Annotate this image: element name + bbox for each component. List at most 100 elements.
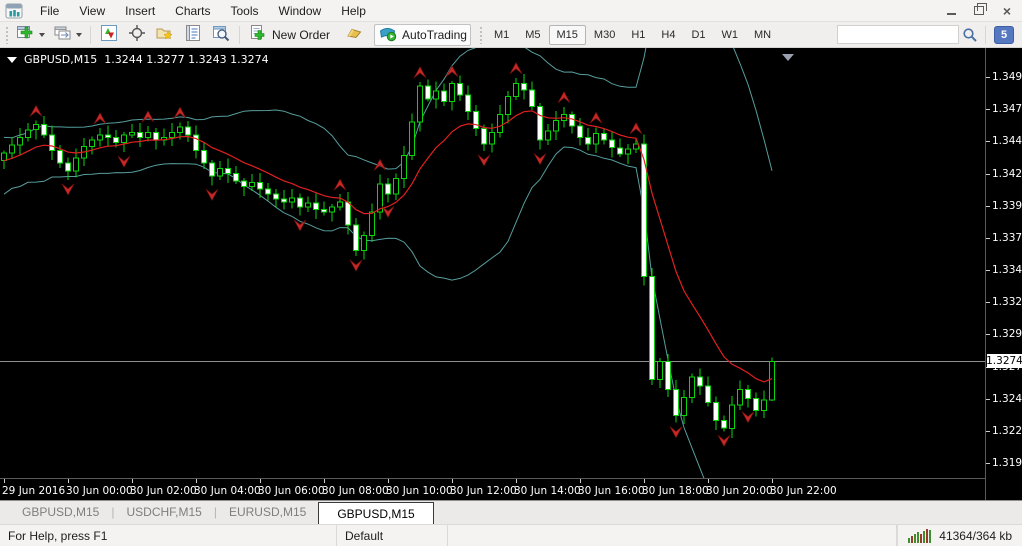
menu-tools[interactable]: Tools bbox=[230, 3, 259, 18]
time-tick bbox=[388, 479, 389, 483]
candle-body bbox=[401, 155, 407, 180]
menu-bar: File View Insert Charts Tools Window Help × bbox=[0, 0, 1022, 22]
candle-body bbox=[249, 182, 255, 187]
up-arrow-signal-icon bbox=[629, 122, 643, 135]
candle-body bbox=[545, 130, 551, 141]
templates-button[interactable] bbox=[151, 24, 179, 46]
autotrading-button[interactable]: AutoTrading bbox=[374, 23, 471, 46]
toolbar-separator bbox=[985, 25, 986, 44]
time-tick bbox=[260, 479, 261, 483]
menu-charts[interactable]: Charts bbox=[175, 3, 211, 18]
tab-separator: | bbox=[213, 505, 217, 519]
up-arrow-signal-icon bbox=[29, 104, 43, 117]
down-arrow-signal-icon bbox=[349, 259, 363, 272]
toolbar-separator bbox=[90, 25, 91, 44]
timeframe-w1-button[interactable]: W1 bbox=[714, 25, 747, 45]
profiles-button[interactable] bbox=[49, 24, 86, 46]
menu-view[interactable]: View bbox=[79, 3, 106, 18]
timeframe-m5-button[interactable]: M5 bbox=[517, 25, 548, 45]
timeframe-mn-button[interactable]: MN bbox=[746, 25, 779, 45]
menu-help[interactable]: Help bbox=[341, 3, 366, 18]
folder-star-icon bbox=[155, 23, 175, 46]
timeframe-h4-button[interactable]: H4 bbox=[653, 25, 683, 45]
candle-body bbox=[769, 360, 775, 401]
candle-body bbox=[489, 131, 495, 145]
toolbar-grip[interactable] bbox=[478, 25, 483, 44]
autotrading-label: AutoTrading bbox=[402, 27, 467, 42]
status-profile[interactable]: Default bbox=[337, 525, 448, 546]
timeframe-d1-button[interactable]: D1 bbox=[683, 25, 713, 45]
price-tick bbox=[986, 237, 990, 239]
menu-insert[interactable]: Insert bbox=[125, 3, 156, 18]
time-axis[interactable]: 29 Jun 2016 30 Jun 00:00 30 Jun 02:00 30 Ju… bbox=[0, 478, 985, 500]
timeframe-group: M1 M5 M15 M30 H1 H4 D1 W1 MN bbox=[486, 24, 779, 45]
traffic-label: 41364/364 kb bbox=[939, 528, 1012, 543]
price-label: 1.3320 bbox=[992, 296, 1022, 309]
price-tick bbox=[986, 270, 990, 271]
candle-body bbox=[281, 198, 287, 203]
candle-body bbox=[497, 113, 503, 133]
candle-body bbox=[393, 178, 399, 195]
time-label: 30 Jun 20:00 bbox=[706, 485, 773, 497]
candle-body bbox=[193, 134, 199, 151]
close-button[interactable]: × bbox=[1002, 2, 1012, 19]
timeframe-m30-button[interactable]: M30 bbox=[586, 25, 623, 45]
down-arrow-signal-icon bbox=[533, 153, 547, 166]
time-tick bbox=[324, 479, 325, 483]
timeframe-h1-button[interactable]: H1 bbox=[623, 25, 653, 45]
data-window-button[interactable] bbox=[179, 24, 207, 46]
search-icon[interactable] bbox=[959, 27, 981, 43]
candle-body bbox=[337, 201, 343, 208]
restore-button[interactable] bbox=[972, 3, 987, 18]
price-label: 1.3470 bbox=[992, 103, 1022, 116]
tick-chart-button[interactable] bbox=[95, 24, 123, 46]
candle-body bbox=[377, 183, 383, 213]
chart-area[interactable]: GBPUSD,M15 1.3244 1.3277 1.3243 1.3274 1… bbox=[0, 48, 1022, 500]
candle-body bbox=[409, 121, 415, 156]
price-label: 1.3295 bbox=[992, 328, 1022, 341]
chart-tab-2[interactable]: EURUSD,M15 bbox=[228, 505, 307, 519]
crosshair-button[interactable] bbox=[123, 24, 151, 46]
candle-body bbox=[297, 197, 303, 208]
strategy-tester-button[interactable] bbox=[207, 24, 235, 46]
candle-body bbox=[1, 152, 7, 162]
candle-body bbox=[329, 206, 335, 213]
up-arrow-signal-icon bbox=[141, 110, 155, 123]
price-tick bbox=[986, 141, 990, 143]
candle-body bbox=[129, 131, 135, 136]
search-input[interactable] bbox=[837, 25, 959, 44]
candle-body bbox=[225, 167, 231, 175]
profiles-icon bbox=[53, 23, 73, 46]
notifications-badge[interactable]: 5 bbox=[994, 25, 1014, 44]
time-label: 30 Jun 02:00 bbox=[130, 485, 197, 497]
down-arrow-signal-icon bbox=[477, 154, 491, 167]
candle-body bbox=[713, 402, 719, 421]
list-icon bbox=[183, 23, 203, 46]
timeframe-m15-button[interactable]: M15 bbox=[548, 24, 586, 45]
chart-tab-0[interactable]: GBPUSD,M15 bbox=[22, 505, 100, 519]
price-label: 1.3420 bbox=[992, 167, 1022, 180]
minimize-button[interactable] bbox=[944, 4, 958, 18]
new-chart-button[interactable] bbox=[12, 24, 49, 46]
candle-body bbox=[641, 143, 647, 277]
candle-body bbox=[185, 126, 191, 136]
candle-body bbox=[65, 162, 71, 172]
triangle-down-icon[interactable] bbox=[7, 56, 17, 63]
chart-shift-marker-icon[interactable] bbox=[782, 54, 794, 61]
chart-tab-1[interactable]: USDCHF,M15 bbox=[126, 505, 202, 519]
up-arrow-signal-icon bbox=[173, 106, 187, 119]
new-order-button[interactable]: New Order bbox=[244, 24, 334, 46]
price-axis[interactable]: 1.3495 1.3470 1.3445 1.3420 1.3395 1.3370 1.33… bbox=[985, 48, 1022, 500]
candle-body bbox=[521, 82, 527, 91]
down-arrow-signal-icon bbox=[205, 189, 219, 201]
chart-tab-3[interactable]: GBPUSD,M15 bbox=[318, 502, 434, 524]
timeframe-m1-button[interactable]: M1 bbox=[486, 25, 517, 45]
price-tick bbox=[986, 205, 990, 207]
candle-body bbox=[33, 124, 39, 131]
toolbar-grip[interactable] bbox=[5, 25, 9, 44]
menu-window[interactable]: Window bbox=[278, 3, 322, 18]
menu-file[interactable]: File bbox=[40, 3, 60, 18]
price-chart[interactable] bbox=[0, 48, 985, 478]
expert-advisors-button[interactable] bbox=[340, 24, 368, 46]
candle-body bbox=[201, 149, 207, 164]
